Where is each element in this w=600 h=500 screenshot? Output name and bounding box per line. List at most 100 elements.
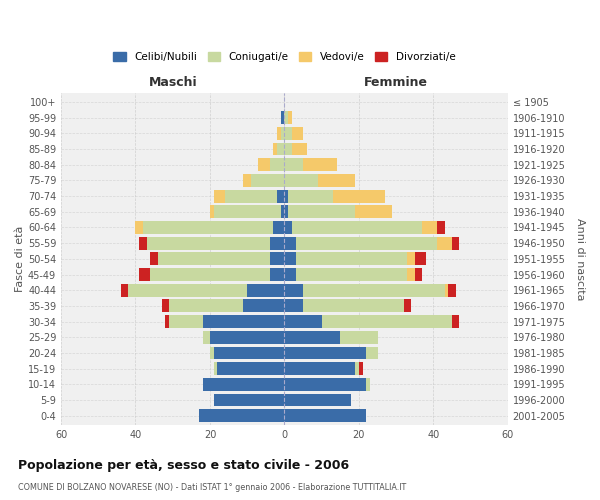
Bar bbox=[284, 190, 288, 202]
Bar bbox=[437, 221, 445, 234]
Bar bbox=[214, 362, 217, 375]
Text: COMUNE DI BOLZANO NOVARESE (NO) - Dati ISTAT 1° gennaio 2006 - Elaborazione TUTT: COMUNE DI BOLZANO NOVARESE (NO) - Dati I… bbox=[18, 484, 406, 492]
Bar bbox=[269, 236, 284, 250]
Bar bbox=[143, 221, 273, 234]
Bar bbox=[296, 252, 407, 266]
Text: Femmine: Femmine bbox=[364, 76, 428, 90]
Bar bbox=[367, 378, 370, 391]
Bar bbox=[284, 158, 303, 171]
Bar bbox=[415, 252, 426, 266]
Bar bbox=[244, 300, 284, 312]
Bar bbox=[247, 284, 284, 296]
Bar bbox=[284, 300, 303, 312]
Bar bbox=[139, 268, 151, 281]
Bar bbox=[169, 300, 244, 312]
Bar bbox=[203, 378, 284, 391]
Bar bbox=[214, 394, 284, 406]
Bar bbox=[407, 252, 415, 266]
Bar bbox=[146, 236, 269, 250]
Bar bbox=[292, 127, 303, 140]
Bar bbox=[269, 252, 284, 266]
Bar bbox=[284, 394, 352, 406]
Bar bbox=[214, 346, 284, 360]
Bar bbox=[161, 300, 169, 312]
Bar bbox=[284, 410, 367, 422]
Bar bbox=[273, 221, 284, 234]
Bar bbox=[273, 142, 277, 156]
Bar bbox=[214, 206, 281, 218]
Bar bbox=[284, 362, 355, 375]
Bar bbox=[284, 284, 303, 296]
Bar bbox=[277, 127, 281, 140]
Bar bbox=[251, 174, 284, 187]
Bar bbox=[340, 331, 377, 344]
Bar bbox=[210, 206, 214, 218]
Bar bbox=[284, 127, 292, 140]
Bar bbox=[284, 378, 367, 391]
Bar bbox=[284, 174, 318, 187]
Bar bbox=[296, 236, 437, 250]
Bar bbox=[318, 174, 355, 187]
Bar bbox=[269, 158, 284, 171]
Bar bbox=[281, 206, 284, 218]
Bar bbox=[259, 158, 269, 171]
Bar bbox=[292, 221, 422, 234]
Legend: Celibi/Nubili, Coniugati/e, Vedovi/e, Divorziati/e: Celibi/Nubili, Coniugati/e, Vedovi/e, Di… bbox=[109, 48, 460, 66]
Bar bbox=[296, 268, 407, 281]
Bar bbox=[121, 284, 128, 296]
Bar bbox=[199, 410, 284, 422]
Bar bbox=[359, 362, 362, 375]
Text: Maschi: Maschi bbox=[148, 76, 197, 90]
Bar bbox=[452, 315, 460, 328]
Bar bbox=[415, 268, 422, 281]
Bar bbox=[452, 236, 460, 250]
Bar bbox=[404, 300, 411, 312]
Bar bbox=[203, 315, 284, 328]
Bar bbox=[284, 346, 367, 360]
Bar bbox=[288, 190, 333, 202]
Bar bbox=[322, 315, 452, 328]
Y-axis label: Fasce di età: Fasce di età bbox=[15, 226, 25, 292]
Bar bbox=[284, 111, 288, 124]
Bar bbox=[151, 252, 158, 266]
Bar bbox=[281, 127, 284, 140]
Bar bbox=[225, 190, 277, 202]
Bar bbox=[277, 142, 284, 156]
Text: Popolazione per età, sesso e stato civile - 2006: Popolazione per età, sesso e stato civil… bbox=[18, 460, 349, 472]
Bar bbox=[288, 111, 292, 124]
Bar bbox=[210, 331, 284, 344]
Bar bbox=[284, 268, 296, 281]
Bar bbox=[284, 252, 296, 266]
Bar bbox=[284, 331, 340, 344]
Bar bbox=[139, 236, 146, 250]
Bar bbox=[284, 142, 292, 156]
Y-axis label: Anni di nascita: Anni di nascita bbox=[575, 218, 585, 300]
Bar bbox=[407, 268, 415, 281]
Bar bbox=[244, 174, 251, 187]
Bar bbox=[214, 190, 225, 202]
Bar bbox=[288, 206, 355, 218]
Bar bbox=[277, 190, 284, 202]
Bar bbox=[158, 252, 269, 266]
Bar bbox=[203, 331, 210, 344]
Bar bbox=[437, 236, 452, 250]
Bar bbox=[165, 315, 169, 328]
Bar bbox=[128, 284, 247, 296]
Bar bbox=[284, 206, 288, 218]
Bar bbox=[355, 206, 392, 218]
Bar bbox=[445, 284, 448, 296]
Bar bbox=[284, 236, 296, 250]
Bar bbox=[284, 221, 292, 234]
Bar bbox=[303, 158, 337, 171]
Bar bbox=[269, 268, 284, 281]
Bar bbox=[367, 346, 377, 360]
Bar bbox=[284, 315, 322, 328]
Bar bbox=[448, 284, 455, 296]
Bar bbox=[303, 300, 404, 312]
Bar bbox=[281, 111, 284, 124]
Bar bbox=[210, 346, 214, 360]
Bar bbox=[217, 362, 284, 375]
Bar bbox=[151, 268, 269, 281]
Bar bbox=[303, 284, 445, 296]
Bar bbox=[169, 315, 203, 328]
